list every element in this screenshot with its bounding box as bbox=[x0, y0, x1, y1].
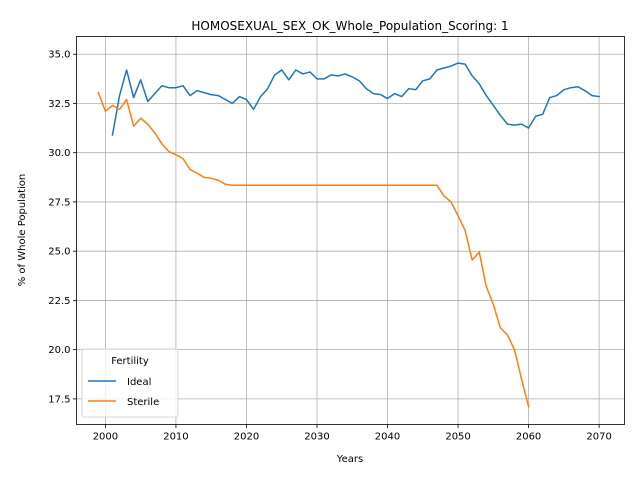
y-tick-label: 35.0 bbox=[48, 50, 70, 61]
legend-title: Fertility bbox=[111, 356, 149, 367]
y-tick-label: 25.0 bbox=[48, 247, 70, 258]
series-line-sterile bbox=[97, 91, 530, 408]
axis-ticks: 2000 2010 2020 2030 2040 2050 2060 2070 17.5 20.0… bbox=[48, 50, 612, 443]
y-tick-label: 32.5 bbox=[48, 99, 70, 110]
x-axis-label: Years bbox=[336, 454, 363, 465]
legend-label-sterile: Sterile bbox=[127, 397, 159, 408]
series-lines bbox=[97, 62, 600, 408]
legend-label-ideal: Ideal bbox=[127, 377, 151, 388]
y-tick-label: 20.0 bbox=[48, 345, 70, 356]
x-tick-label: 2040 bbox=[375, 432, 400, 443]
x-tick-label: 2050 bbox=[445, 432, 470, 443]
y-axis-label: % of Whole Population bbox=[17, 174, 28, 287]
chart-title: HOMOSEXUAL_SEX_OK_Whole_Population_Scori… bbox=[191, 19, 508, 33]
plot-frame bbox=[76, 36, 625, 425]
x-tick-label: 2060 bbox=[516, 432, 541, 443]
series-line-ideal bbox=[111, 62, 600, 136]
y-tick-label: 17.5 bbox=[48, 394, 70, 405]
legend: Fertility Ideal Sterile bbox=[81, 348, 179, 418]
legend-box bbox=[81, 348, 179, 418]
y-tick-label: 30.0 bbox=[48, 148, 70, 159]
y-tick-label: 27.5 bbox=[48, 197, 70, 208]
x-tick-label: 2000 bbox=[93, 432, 118, 443]
x-tick-label: 2020 bbox=[234, 432, 259, 443]
y-tick-label: 22.5 bbox=[48, 296, 70, 307]
x-tick-label: 2070 bbox=[586, 432, 611, 443]
x-tick-label: 2030 bbox=[304, 432, 329, 443]
x-tick-label: 2010 bbox=[163, 432, 188, 443]
